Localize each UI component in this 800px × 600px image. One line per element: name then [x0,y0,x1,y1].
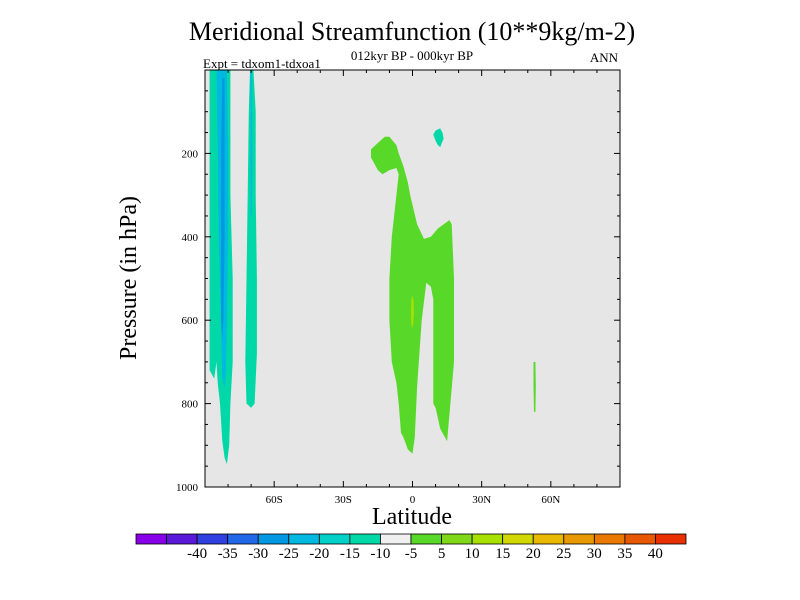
contour-region-sh-negative-strip [245,70,257,408]
y-tick-label: 1000 [176,482,199,494]
colorbar-swatch [318,533,351,545]
colorbar-label: -15 [340,546,360,562]
x-tick-label: 30N [472,494,491,506]
x-tick-label: 60S [266,494,283,506]
chart-title: Meridional Streamfunction (10**9kg/m-2) [189,17,635,46]
colorbar-label: 30 [587,546,602,562]
colorbar-label: -30 [248,546,268,562]
colorbar-label: 25 [556,546,571,562]
colorbar-swatch [349,533,381,545]
colorbar-label: 20 [526,546,541,562]
colorbar-swatch [532,533,565,545]
contour-region-sh-negative-inner [221,78,225,342]
colorbar-label: -5 [405,546,418,562]
y-tick-label: 800 [182,399,199,411]
y-tick-label: 600 [182,315,199,327]
colorbar-swatch [624,533,656,545]
contour-region-sh-negative-strip-core [250,70,253,216]
colorbar-swatch [410,533,442,545]
colorbar-label: -25 [279,546,299,562]
x-tick-label: 60N [541,494,560,506]
chart-subtitle-center: 012kyr BP - 000kyr BP [351,48,473,63]
colorbar-swatch [135,533,167,545]
colorbar-label: -40 [187,546,207,562]
x-tick-label: 0 [410,494,416,506]
colorbar-swatch [655,533,687,545]
colorbar-label: -35 [218,546,238,562]
colorbar-swatch [502,533,534,545]
contour-regions [209,70,536,465]
colorbar: -40 -35 -30 -25 -20 -15 -10 -5 5 10 15 20 25 30 35 40 [135,533,687,562]
y-tick-label: 200 [182,148,199,160]
y-tick-label: 400 [182,232,199,244]
colorbar-swatch [471,533,504,545]
colorbar-swatch [166,533,198,545]
contour-region-nh-lower-positive-blob [533,361,536,412]
colorbar-swatch [288,533,320,545]
colorbar-swatch [563,533,595,545]
plot-area: 60S 30S 0 30N 60N 200 400 600 800 1000 [176,69,621,506]
colorbar-label: -10 [370,546,390,562]
x-axis: 60S 30S 0 30N 60N [227,70,598,506]
colorbar-swatch [380,533,412,545]
contour-region-equatorial-positive-cell [371,136,454,454]
colorbar-swatch [441,533,473,545]
colorbar-label: 15 [495,546,510,562]
colorbar-label: 35 [617,546,632,562]
y-axis-title: Pressure (in hPa) [116,196,142,360]
contour-region-equatorial-positive-blob [411,295,414,329]
colorbar-swatch [196,533,229,545]
colorbar-label: 10 [465,546,480,562]
colorbar-label: 40 [648,546,663,562]
x-axis-title: Latitude [372,504,452,530]
chart-subtitle-left: Expt = tdxom1-tdxoa1 [203,56,321,71]
colorbar-label: 5 [438,546,446,562]
x-tick-label: 30S [335,494,352,506]
chart-subtitle-right: ANN [590,50,619,65]
colorbar-swatch [257,533,290,545]
colorbar-label: -20 [309,546,329,562]
contour-region-nh-upper-negative-blob [433,128,444,148]
y-axis: 200 400 600 800 1000 [176,90,620,494]
colorbar-swatch [227,533,259,545]
colorbar-swatch [593,533,626,545]
